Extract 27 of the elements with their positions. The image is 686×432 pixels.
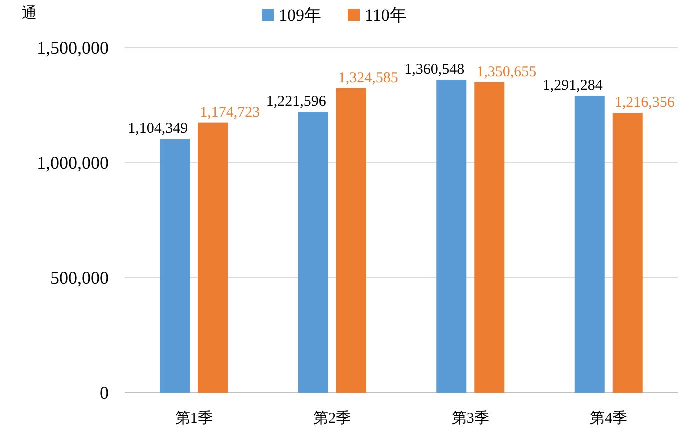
x-tick-label: 第2季 [314, 410, 352, 427]
bar [474, 82, 505, 393]
x-tick-label: 第1季 [175, 410, 213, 427]
data-label: 1,324,585 [338, 70, 398, 86]
data-label: 1,104,349 [128, 121, 188, 137]
data-label: 1,350,655 [476, 64, 537, 80]
legend-label: 110年 [365, 6, 407, 25]
data-label: 1,360,548 [404, 62, 465, 78]
y-tick-label: 1,000,000 [37, 153, 109, 173]
bar [160, 139, 190, 393]
bar [298, 112, 328, 393]
y-tick-label: 1,500,000 [37, 38, 109, 58]
bar [612, 113, 643, 393]
y-tick-label: 500,000 [50, 268, 109, 288]
bar [198, 122, 228, 393]
y-axis-title: 通 [22, 5, 37, 22]
data-label: 1,221,596 [266, 94, 327, 110]
bar [336, 88, 366, 393]
data-label: 1,174,723 [200, 104, 260, 121]
bar [574, 96, 605, 393]
x-tick-label: 第4季 [590, 410, 628, 427]
legend-label: 109年 [279, 6, 322, 25]
y-tick-label: 0 [100, 383, 109, 403]
data-label: 1,216,356 [614, 95, 676, 112]
bar [436, 80, 467, 393]
data-label: 1,291,284 [542, 78, 604, 94]
x-tick-label: 第3季 [452, 410, 490, 427]
